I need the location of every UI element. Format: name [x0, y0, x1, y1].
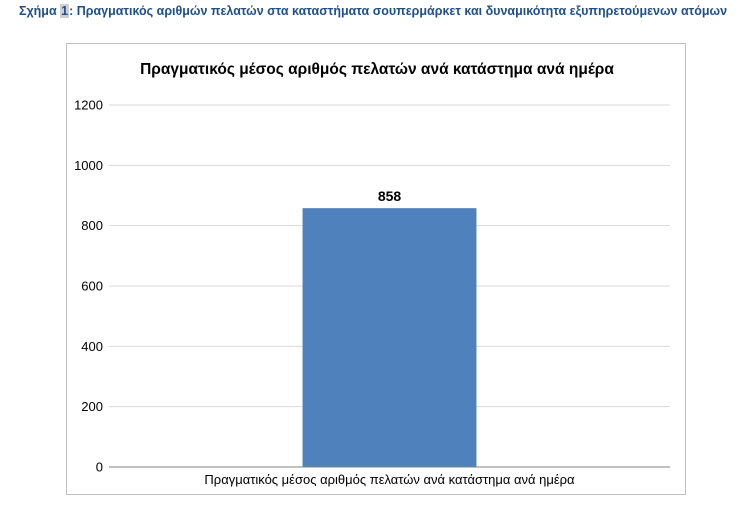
y-tick-label: 200	[81, 399, 103, 414]
y-tick-label: 0	[96, 460, 103, 475]
y-axis-tick-labels: 0 200 400 600 800 1000 1200	[74, 98, 103, 475]
bar-chart: Πραγματικός μέσος αριθμός πελατών ανά κα…	[74, 61, 670, 487]
data-labels: 858	[378, 188, 402, 204]
y-tick-label: 1200	[74, 98, 103, 113]
y-tick-label: 400	[81, 339, 103, 354]
bar	[302, 208, 477, 468]
caption-prefix: Σχήμα	[18, 4, 61, 18]
chart-frame: Πραγματικός μέσος αριθμός πελατών ανά κα…	[66, 43, 686, 495]
bar-value-label: 858	[378, 188, 402, 204]
x-category-label: Πραγματικός μέσος αριθμός πελατών ανά κα…	[204, 472, 575, 487]
y-tick-label: 600	[81, 279, 103, 294]
bars	[302, 208, 477, 468]
figure-caption: Σχήμα 1: Πραγματικός αριθμών πελατών στα…	[0, 4, 746, 19]
chart-title: Πραγματικός μέσος αριθμός πελατών ανά κα…	[140, 61, 614, 78]
y-tick-label: 1000	[74, 158, 103, 173]
y-tick-label: 800	[81, 218, 103, 233]
x-axis-category-labels: Πραγματικός μέσος αριθμός πελατών ανά κα…	[204, 472, 575, 487]
caption-text: : Πραγματικός αριθμών πελατών στα καταστ…	[69, 4, 728, 18]
caption-figure-number: 1	[60, 4, 70, 18]
